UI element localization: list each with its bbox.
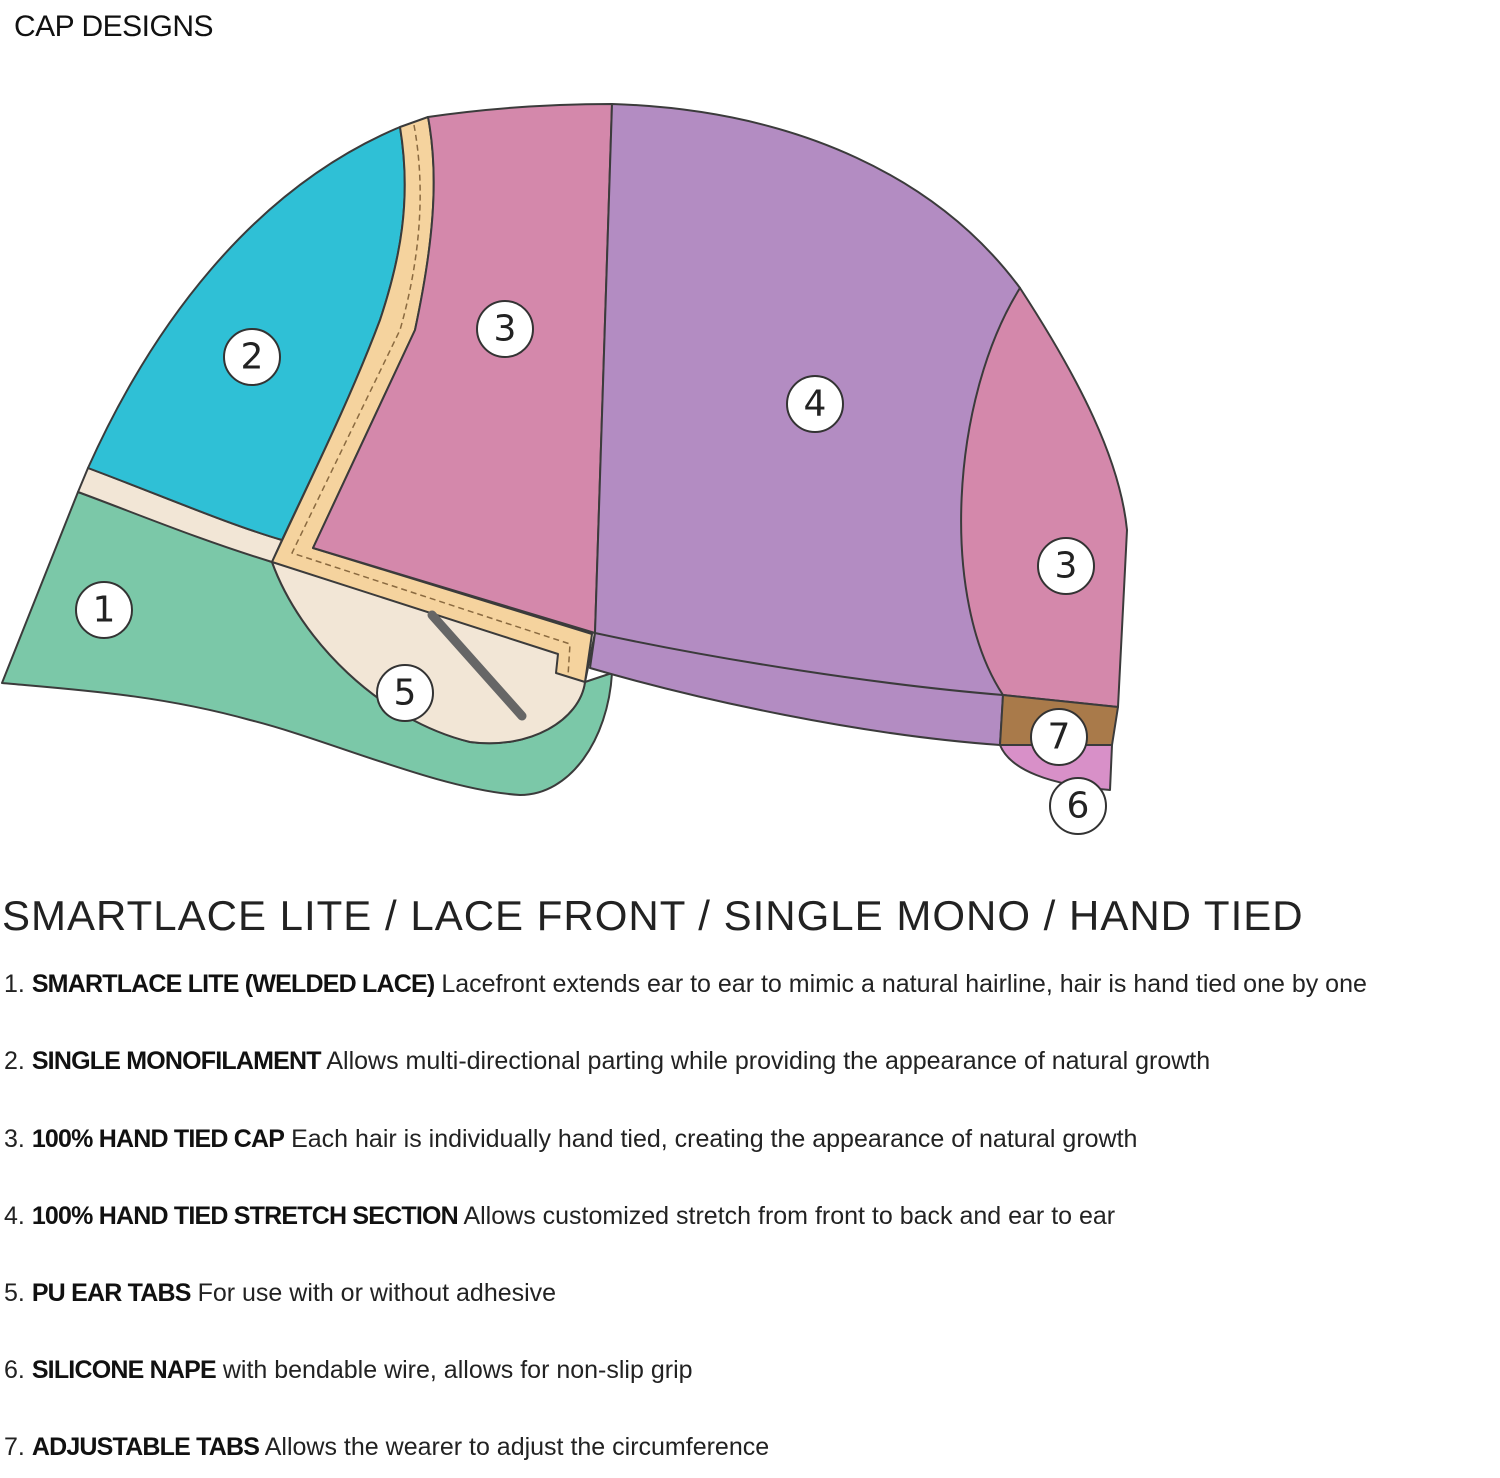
svg-text:7: 7 bbox=[1048, 717, 1071, 758]
feature-item: 4. 100% HAND TIED STRETCH SECTION Allows… bbox=[4, 1202, 1116, 1230]
label-6: 6 bbox=[1049, 777, 1107, 835]
page-title: CAP DESIGNS bbox=[14, 10, 214, 43]
region-hand-tied-front bbox=[312, 103, 613, 634]
feature-item: 1. SMARTLACE LITE (WELDED LACE) Lacefron… bbox=[4, 970, 1367, 998]
svg-text:6: 6 bbox=[1067, 786, 1090, 827]
cap-heading: SMARTLACE LITE / LACE FRONT / SINGLE MON… bbox=[2, 892, 1304, 939]
welded-lace-stitch bbox=[291, 124, 571, 677]
ear-tab-wire bbox=[427, 610, 527, 721]
svg-text:4: 4 bbox=[804, 384, 827, 425]
region-hand-tied-back bbox=[960, 287, 1128, 708]
svg-text:5: 5 bbox=[394, 673, 417, 714]
svg-text:3: 3 bbox=[1055, 546, 1078, 587]
feature-item: 3. 100% HAND TIED CAP Each hair is indiv… bbox=[4, 1125, 1138, 1153]
label-5: 5 bbox=[376, 664, 434, 722]
label-1: 1 bbox=[75, 581, 133, 639]
region-ear-tab bbox=[271, 561, 596, 745]
feature-item: 5. PU EAR TABS For use with or without a… bbox=[4, 1279, 557, 1307]
feature-item: 6. SILICONE NAPE with bendable wire, all… bbox=[4, 1356, 693, 1384]
label-7: 7 bbox=[1030, 708, 1088, 766]
svg-text:2: 2 bbox=[241, 337, 264, 378]
svg-text:3: 3 bbox=[494, 309, 517, 350]
svg-text:1: 1 bbox=[93, 590, 116, 631]
feature-item: 7. ADJUSTABLE TABS Allows the wearer to … bbox=[4, 1433, 770, 1461]
cap-diagram: 1 2 3 4 3 5 7 6 bbox=[1, 103, 1128, 835]
label-3-back: 3 bbox=[1037, 537, 1095, 595]
label-4: 4 bbox=[786, 375, 844, 433]
stretch-inner-line bbox=[594, 632, 1004, 696]
label-2: 2 bbox=[223, 328, 281, 386]
feature-item: 2. SINGLE MONOFILAMENT Allows multi-dire… bbox=[4, 1047, 1211, 1075]
label-3-front: 3 bbox=[476, 300, 534, 358]
